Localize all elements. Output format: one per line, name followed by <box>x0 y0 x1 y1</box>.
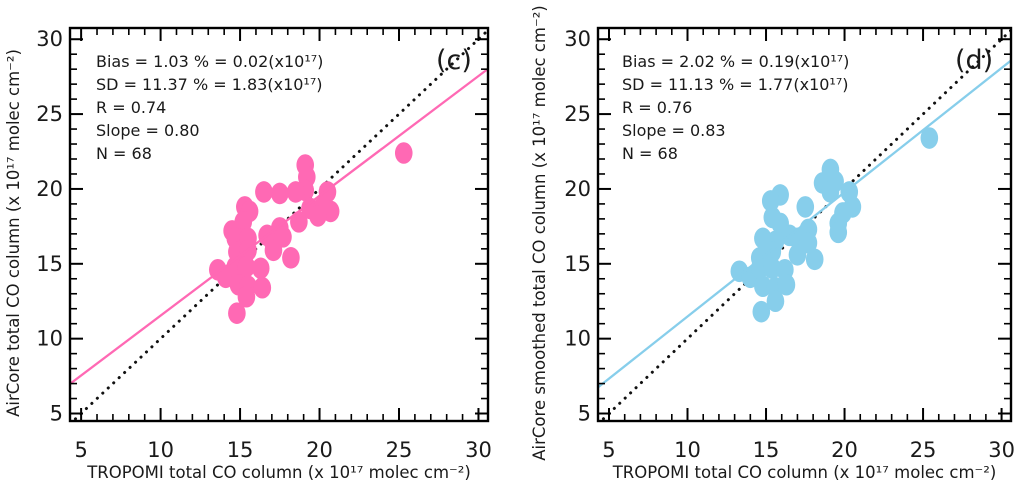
data-point <box>255 181 273 203</box>
panel-label-d: (d) <box>955 45 994 76</box>
y-tick-label: 15 <box>36 252 63 276</box>
y-axis-label-d: AirCore smoothed total CO column (x 10¹⁷… <box>530 5 549 461</box>
y-tick-label: 30 <box>36 27 63 51</box>
plot-area <box>598 28 1011 421</box>
data-point <box>309 205 327 227</box>
data-point <box>752 300 771 323</box>
plot-area <box>70 28 488 421</box>
data-point <box>821 181 840 203</box>
data-point <box>766 290 785 313</box>
y-tick-label: 10 <box>564 327 591 351</box>
x-tick-label: 15 <box>227 438 254 462</box>
data-point <box>788 244 807 266</box>
x-axis-label-d: TROPOMI total CO column (x 10¹⁷ molec cm… <box>612 463 997 482</box>
y-tick-label: 5 <box>50 402 63 426</box>
stats-line-bias: Bias = 2.02 % = 0.19(x10¹⁷) <box>622 52 850 71</box>
y-tick-label: 10 <box>36 327 63 351</box>
fit-line <box>598 59 1011 389</box>
stats-line-sd: SD = 11.37 % = 1.83(x10¹⁷) <box>96 75 323 94</box>
data-point <box>270 182 289 205</box>
fit-line <box>70 67 488 385</box>
data-point <box>805 248 824 271</box>
x-tick-label: 30 <box>988 438 1015 462</box>
stats-line-n: N = 68 <box>96 144 152 163</box>
data-point <box>796 196 815 218</box>
y-tick-label: 25 <box>36 102 63 126</box>
x-axis-label-c: TROPOMI total CO column (x 10¹⁷ molec cm… <box>87 463 471 482</box>
data-point <box>394 142 413 164</box>
plot-frame <box>596 26 1013 423</box>
x-tick-label: 10 <box>674 438 701 462</box>
data-point <box>829 221 848 244</box>
data-point <box>237 285 256 308</box>
plot-frame <box>68 26 490 423</box>
x-tick-label: 5 <box>74 438 87 462</box>
x-tick-label: 15 <box>753 438 780 462</box>
stats-line-slope: Slope = 0.83 <box>622 121 726 140</box>
data-point <box>251 257 270 280</box>
identity-line <box>70 28 488 421</box>
data-point <box>264 239 283 262</box>
stats-line-n: N = 68 <box>622 144 678 163</box>
data-point <box>920 127 939 149</box>
data-point <box>228 302 246 325</box>
x-tick-label: 5 <box>602 438 615 462</box>
y-tick-label: 20 <box>564 177 591 201</box>
x-tick-label: 25 <box>386 438 413 462</box>
stats-line-slope: Slope = 0.80 <box>96 121 200 140</box>
data-point <box>290 211 308 233</box>
y-axis-label-c: AirCore total CO column (x 10¹⁷ molec cm… <box>4 49 23 417</box>
data-point <box>761 190 780 212</box>
y-tick-label: 5 <box>578 402 591 426</box>
data-point <box>237 255 256 278</box>
data-point <box>282 247 300 269</box>
x-tick-label: 10 <box>147 438 174 462</box>
stats-line-r: R = 0.76 <box>622 98 693 117</box>
data-point <box>253 276 272 299</box>
stats-line-bias: Bias = 1.03 % = 0.02(x10¹⁷) <box>96 52 324 71</box>
stats-line-r: R = 0.74 <box>96 98 167 117</box>
y-tick-label: 25 <box>564 102 591 126</box>
panel-label-c: (c) <box>436 45 472 76</box>
x-tick-label: 20 <box>306 438 333 462</box>
stats-block-panel-c: Bias = 1.03 % = 0.02(x10¹⁷) SD = 11.37 %… <box>96 50 323 165</box>
data-point <box>777 273 796 296</box>
stats-line-sd: SD = 11.13 % = 1.77(x10¹⁷) <box>622 75 849 94</box>
x-tick-label: 30 <box>465 438 492 462</box>
data-point <box>763 206 782 229</box>
data-point <box>286 181 305 203</box>
stats-block-panel-d: Bias = 2.02 % = 0.19(x10¹⁷) SD = 11.13 %… <box>622 50 849 165</box>
y-tick-label: 30 <box>564 27 591 51</box>
y-tick-label: 20 <box>36 177 63 201</box>
y-tick-label: 15 <box>564 252 591 276</box>
x-tick-label: 20 <box>831 438 858 462</box>
x-tick-label: 25 <box>910 438 937 462</box>
